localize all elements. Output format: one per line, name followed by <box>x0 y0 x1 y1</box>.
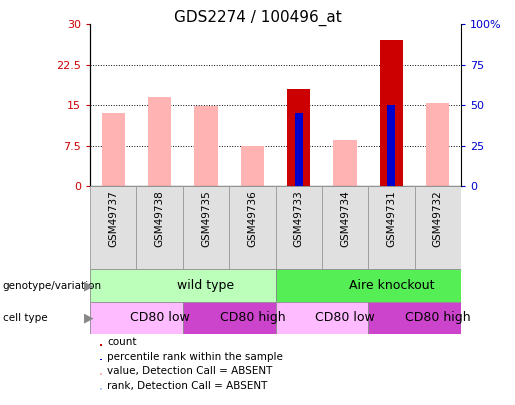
Bar <box>194 132 217 186</box>
Text: CD80 high: CD80 high <box>405 311 471 324</box>
Bar <box>415 186 461 269</box>
Text: GSM49736: GSM49736 <box>247 190 258 247</box>
Bar <box>183 302 276 334</box>
Bar <box>322 186 368 269</box>
Text: CD80 low: CD80 low <box>315 311 375 324</box>
Bar <box>241 146 264 186</box>
Text: GSM49733: GSM49733 <box>294 190 304 247</box>
Bar <box>194 107 217 186</box>
Bar <box>276 186 322 269</box>
Bar <box>90 302 183 334</box>
Text: GSM49735: GSM49735 <box>201 190 211 247</box>
Text: cell type: cell type <box>3 313 47 323</box>
Text: GSM49737: GSM49737 <box>108 190 118 247</box>
Bar <box>276 302 368 334</box>
Text: GSM49731: GSM49731 <box>386 190 397 247</box>
Text: ▶: ▶ <box>84 279 94 292</box>
Text: ▶: ▶ <box>84 311 94 324</box>
Text: count: count <box>107 337 137 347</box>
Text: Aire knockout: Aire knockout <box>349 279 434 292</box>
Bar <box>368 302 461 334</box>
Text: wild type: wild type <box>178 279 234 292</box>
Bar <box>183 186 229 269</box>
Text: GSM49732: GSM49732 <box>433 190 443 247</box>
Bar <box>148 122 171 186</box>
Bar <box>380 40 403 186</box>
Bar <box>276 269 461 302</box>
Text: value, Detection Call = ABSENT: value, Detection Call = ABSENT <box>107 367 273 376</box>
Bar <box>241 146 264 186</box>
Text: GDS2274 / 100496_at: GDS2274 / 100496_at <box>174 10 341 26</box>
Bar <box>101 113 125 186</box>
Bar <box>101 130 125 186</box>
Bar <box>287 89 310 186</box>
Bar <box>148 97 171 186</box>
Bar <box>136 186 183 269</box>
Bar <box>90 269 276 302</box>
Bar <box>368 186 415 269</box>
Bar <box>334 144 356 186</box>
Bar <box>426 130 449 186</box>
Bar <box>229 186 276 269</box>
Bar <box>387 105 396 186</box>
Text: percentile rank within the sample: percentile rank within the sample <box>107 352 283 362</box>
Bar <box>334 141 356 186</box>
Text: GSM49734: GSM49734 <box>340 190 350 247</box>
Text: GSM49738: GSM49738 <box>154 190 165 247</box>
Bar <box>287 113 310 186</box>
Text: CD80 low: CD80 low <box>130 311 190 324</box>
Text: CD80 high: CD80 high <box>219 311 285 324</box>
Bar <box>295 113 303 186</box>
Text: genotype/variation: genotype/variation <box>3 281 101 290</box>
Bar <box>426 102 449 186</box>
Text: rank, Detection Call = ABSENT: rank, Detection Call = ABSENT <box>107 381 268 391</box>
Bar <box>90 186 136 269</box>
